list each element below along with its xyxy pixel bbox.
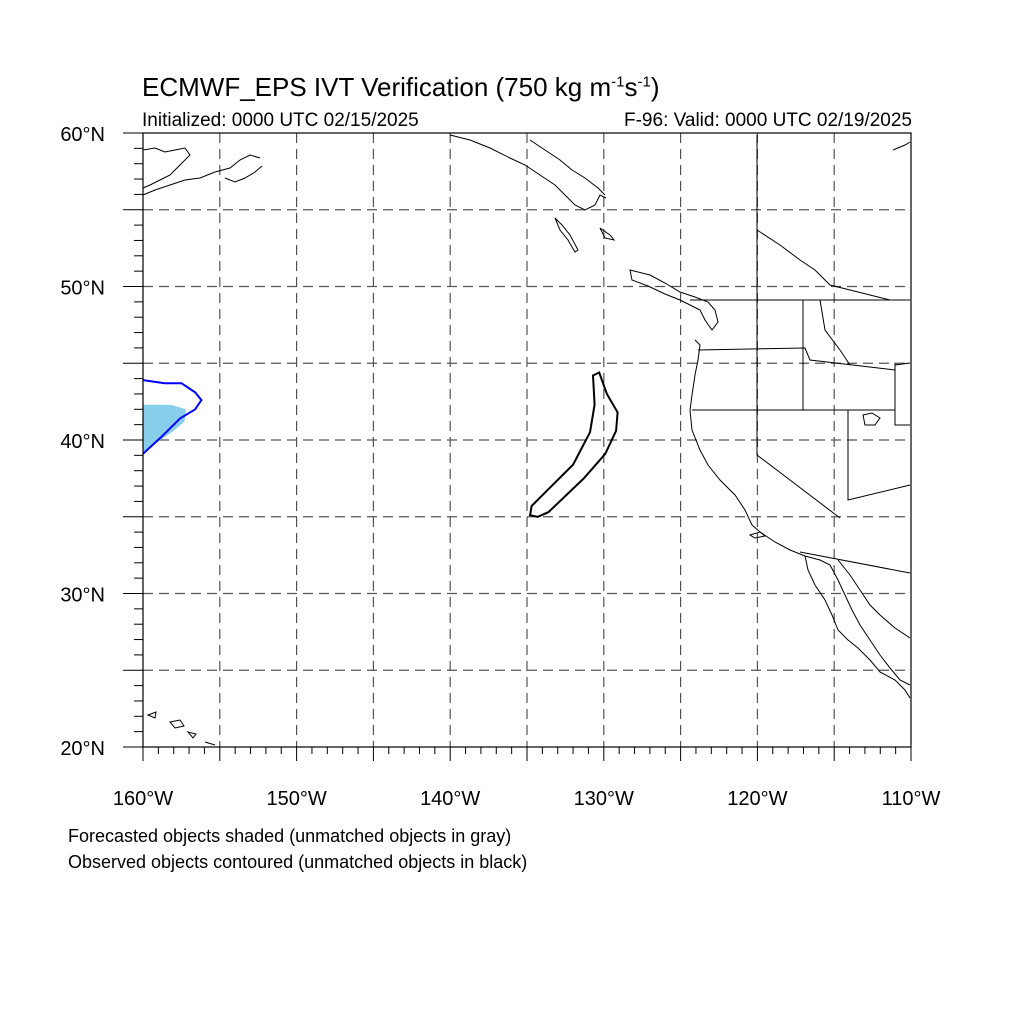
valid-time: F-96: Valid: 0000 UTC 02/19/2025 [624,110,912,131]
lat-label: 50°N [60,278,105,300]
coastlines [142,134,911,746]
lon-label: 150°W [266,788,326,810]
observed-object-matched [142,379,203,455]
lat-label: 40°N [60,431,105,453]
axis-ticks [123,132,912,761]
lon-label: 110°W [882,788,941,810]
lat-label: 20°N [60,738,105,760]
graticule [143,133,911,747]
map-title: ECMWF_EPS IVT Verification (750 kg m-1s-… [142,72,660,102]
observed-object-unmatched [528,371,619,518]
map-frame [142,132,912,748]
lat-label: 60°N [60,124,105,146]
note-forecast: Forecasted objects shaded (unmatched obj… [68,826,512,846]
axis-labels: 60°N 50°N 40°N 30°N 20°N 160°W 150°W 140°W 130°W… [60,124,940,810]
initialized-time: Initialized: 0000 UTC 02/15/2025 [142,110,419,131]
lon-label: 130°W [574,788,634,810]
lon-label: 140°W [420,788,480,810]
note-observed: Observed objects contoured (unmatched ob… [68,852,528,872]
lon-label: 160°W [113,788,173,810]
lat-label: 30°N [60,585,105,607]
forecast-object-matched [143,404,186,453]
lon-label: 120°W [727,788,787,810]
